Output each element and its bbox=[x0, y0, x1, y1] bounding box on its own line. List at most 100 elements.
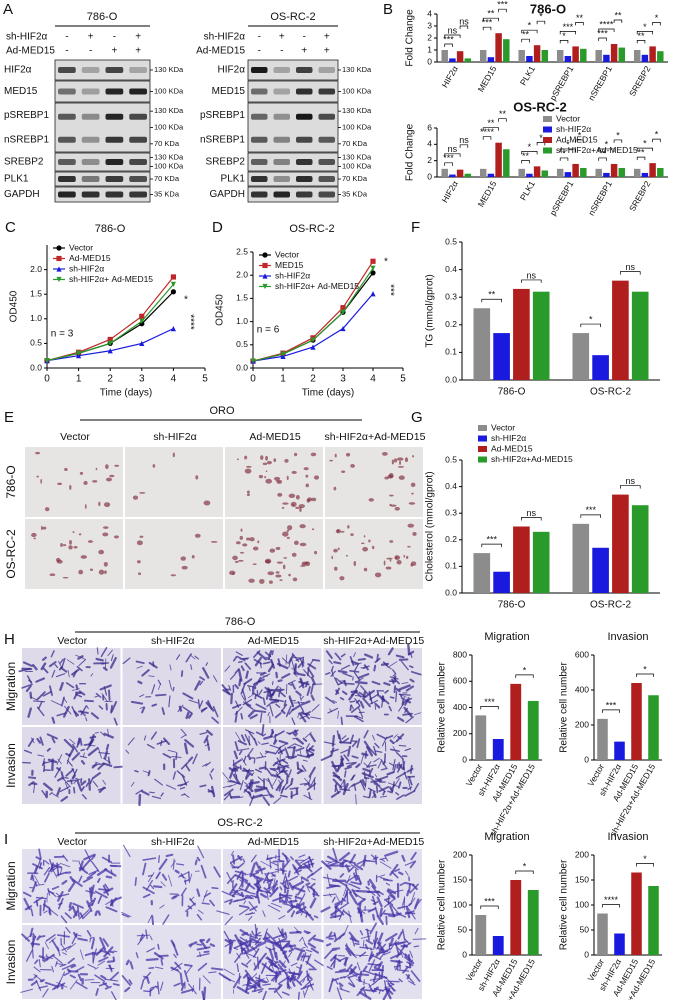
stained-cell bbox=[147, 872, 155, 883]
stained-cell bbox=[188, 871, 191, 882]
stained-cell bbox=[274, 868, 288, 872]
stained-cell bbox=[248, 916, 253, 921]
stained-cell bbox=[206, 738, 211, 751]
stained-cell bbox=[30, 980, 38, 986]
stained-cell bbox=[284, 882, 287, 894]
stained-cell bbox=[62, 952, 67, 955]
stained-cell bbox=[274, 712, 282, 719]
stained-cell bbox=[209, 899, 215, 907]
chart-title: 786-O bbox=[530, 1, 566, 16]
stained-cell bbox=[358, 991, 372, 1000]
stained-cell bbox=[397, 716, 405, 722]
lipid-stain bbox=[87, 540, 94, 543]
stained-cell bbox=[239, 939, 253, 946]
stained-cell bbox=[251, 937, 260, 944]
stained-cell bbox=[251, 946, 257, 954]
lipid-stain bbox=[78, 533, 82, 536]
bar bbox=[503, 149, 510, 177]
condition-sign: - bbox=[65, 46, 68, 57]
legend-label: sh-HIF2α+ Ad-MED15 bbox=[275, 281, 359, 291]
stained-cell bbox=[391, 781, 395, 792]
y-axis-label: TG (mmol/gprot) bbox=[425, 274, 436, 347]
stained-cell bbox=[46, 747, 51, 752]
stained-cell bbox=[361, 752, 369, 757]
blot-band bbox=[273, 136, 290, 143]
stained-cell bbox=[196, 913, 203, 921]
stained-cell bbox=[373, 930, 378, 945]
significance-label: ns bbox=[448, 144, 458, 154]
lipid-stain bbox=[291, 552, 297, 557]
stained-cell bbox=[223, 788, 234, 797]
lipid-stain bbox=[40, 525, 43, 531]
stained-cell bbox=[234, 684, 239, 690]
stained-cell bbox=[298, 936, 304, 942]
lipid-stain bbox=[56, 559, 63, 564]
stained-cell bbox=[398, 744, 407, 747]
stained-cell bbox=[325, 672, 331, 676]
stained-cell bbox=[222, 785, 233, 789]
stained-cell bbox=[248, 941, 251, 947]
stained-cell bbox=[288, 679, 296, 684]
stained-cell bbox=[288, 977, 296, 982]
stained-cell bbox=[311, 878, 316, 881]
lipid-stain bbox=[203, 500, 211, 506]
stained-cell bbox=[202, 986, 207, 1000]
stained-cell bbox=[401, 697, 405, 706]
stained-cell bbox=[305, 748, 315, 755]
lipid-stain bbox=[275, 574, 282, 578]
stained-cell bbox=[51, 758, 55, 772]
stained-cell bbox=[95, 946, 105, 956]
legend-swatch bbox=[543, 116, 552, 122]
stained-cell bbox=[22, 661, 33, 667]
significance-label: * bbox=[616, 130, 620, 140]
stained-cell bbox=[107, 649, 113, 657]
stained-cell bbox=[349, 734, 354, 744]
lipid-stain bbox=[334, 453, 337, 458]
stained-cell bbox=[296, 970, 303, 980]
point bbox=[370, 291, 376, 297]
stained-cell bbox=[232, 767, 239, 772]
bar bbox=[631, 291, 649, 380]
significance-bracket bbox=[482, 127, 499, 131]
stained-cell bbox=[42, 765, 46, 773]
stained-cell bbox=[46, 733, 58, 740]
significance-label: ** bbox=[487, 118, 495, 128]
stained-cell bbox=[369, 953, 375, 960]
bar bbox=[595, 50, 602, 62]
stained-cell bbox=[146, 947, 155, 953]
stained-cell bbox=[374, 972, 388, 980]
stained-cell bbox=[298, 680, 310, 686]
stained-cell bbox=[395, 690, 398, 703]
stained-cell bbox=[257, 741, 261, 745]
lipid-stain bbox=[229, 570, 236, 576]
panel-letter: F bbox=[411, 219, 420, 236]
stained-cell bbox=[92, 780, 99, 788]
stained-cell bbox=[338, 982, 344, 987]
stained-cell bbox=[94, 967, 99, 970]
stained-cell bbox=[162, 753, 172, 759]
stained-cell bbox=[406, 767, 414, 773]
stained-cell bbox=[407, 643, 411, 656]
stained-cell bbox=[353, 872, 358, 882]
stained-cell bbox=[192, 753, 198, 765]
stained-cell bbox=[266, 976, 270, 983]
stained-cell bbox=[303, 930, 310, 934]
lipid-stain bbox=[234, 560, 239, 563]
point bbox=[370, 258, 376, 264]
stained-cell bbox=[382, 790, 386, 796]
stained-cell bbox=[229, 673, 236, 680]
stained-cell bbox=[350, 935, 356, 947]
stained-cell bbox=[33, 896, 44, 904]
stained-cell bbox=[80, 780, 87, 786]
x-tick-label: HIF2α bbox=[440, 64, 460, 89]
significance-bracket bbox=[636, 863, 654, 867]
stained-cell bbox=[324, 949, 334, 959]
significance-label: *** bbox=[585, 505, 596, 515]
stained-cell bbox=[42, 667, 49, 674]
lipid-stain bbox=[350, 533, 354, 536]
lipid-stain bbox=[411, 492, 414, 495]
stained-cell bbox=[310, 694, 315, 701]
legend-swatch bbox=[543, 147, 552, 154]
y-tick-label: 800 bbox=[453, 649, 467, 659]
significance-label: * bbox=[539, 133, 543, 143]
